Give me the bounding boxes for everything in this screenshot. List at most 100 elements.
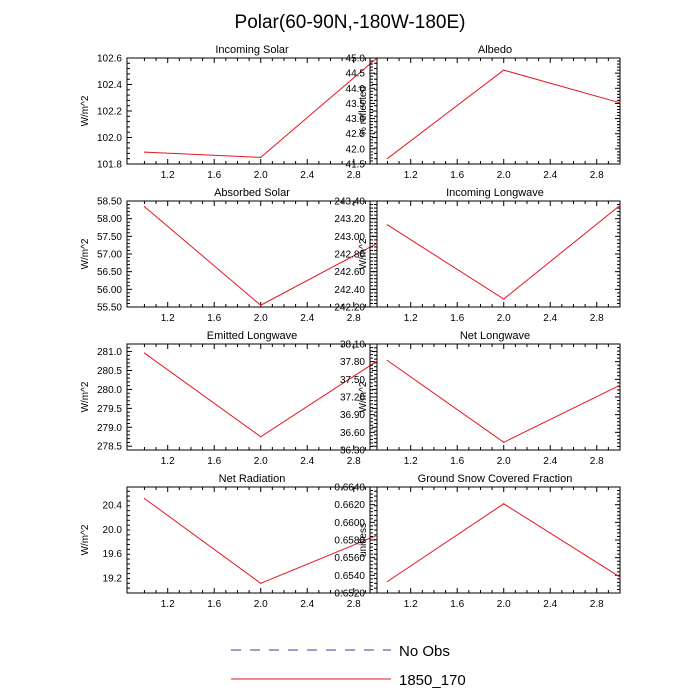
y-tick-label: 280.0 bbox=[97, 385, 122, 396]
panel-absorbed-solar: Absorbed Solar 1.2 1.6 2.0 2.4 2.8 55.50 56.00 5… bbox=[80, 187, 378, 324]
data-point bbox=[143, 206, 146, 208]
x-tick-label: 1.2 bbox=[404, 313, 418, 324]
x-tick-label: 2.4 bbox=[300, 170, 314, 181]
y-tick-label: 36.60 bbox=[340, 428, 365, 439]
y-tick-label: 102.4 bbox=[97, 80, 122, 91]
x-tick-label: 2.8 bbox=[590, 599, 604, 610]
x-tick-label: 2.0 bbox=[254, 456, 268, 467]
x-tick-label: 1.2 bbox=[161, 170, 175, 181]
panel-title-ground-snow-covered-fraction: Ground Snow Covered Fraction bbox=[418, 473, 573, 485]
x-tick-label: 1.2 bbox=[404, 456, 418, 467]
data-point bbox=[376, 534, 378, 537]
y-tick-label: 242.20 bbox=[334, 303, 365, 314]
y-tick-label: 0.6620 bbox=[334, 500, 365, 511]
x-tick-label: 2.8 bbox=[347, 313, 361, 324]
y-tick-label: 45.0 bbox=[346, 54, 366, 65]
plot-frame-incoming-longwave bbox=[369, 200, 621, 308]
y-tick-label: 37.50 bbox=[340, 375, 365, 386]
series-line-1850-170 bbox=[144, 57, 378, 158]
panel-title-absorbed-solar: Absorbed Solar bbox=[214, 187, 290, 199]
x-tick-label: 2.8 bbox=[347, 170, 361, 181]
plot-frame-albedo bbox=[369, 57, 621, 165]
panel-title-net-longwave: Net Longwave bbox=[460, 330, 530, 342]
panel-title-incoming-solar: Incoming Solar bbox=[215, 44, 289, 56]
y-tick-label: 44.5 bbox=[346, 69, 366, 80]
data-point bbox=[619, 576, 621, 578]
data-point bbox=[143, 151, 146, 153]
x-tick-label: 1.6 bbox=[207, 599, 221, 610]
data-point bbox=[503, 69, 505, 71]
x-tick-label: 1.6 bbox=[450, 456, 464, 467]
data-point bbox=[260, 582, 262, 584]
x-tick-label: 2.4 bbox=[543, 313, 557, 324]
x-tick-label: 2.4 bbox=[300, 313, 314, 324]
data-point bbox=[386, 580, 389, 583]
y-tick-label: 56.00 bbox=[97, 285, 122, 296]
x-tick-label: 2.4 bbox=[300, 456, 314, 467]
x-tick-label: 2.4 bbox=[543, 599, 557, 610]
data-point bbox=[386, 359, 389, 362]
y-tick-label: 58.00 bbox=[97, 214, 122, 225]
y-tick-label: 55.50 bbox=[97, 303, 122, 314]
panel-title-albedo: Albedo bbox=[478, 44, 512, 56]
panel-title-emitted-longwave: Emitted Longwave bbox=[207, 330, 298, 342]
x-tick-label: 2.0 bbox=[497, 170, 511, 181]
y-tick-label: 0.6520 bbox=[334, 589, 365, 600]
y-tick-label: 56.50 bbox=[97, 267, 122, 278]
x-tick-label: 2.8 bbox=[590, 456, 604, 467]
x-tick-label: 1.6 bbox=[207, 170, 221, 181]
x-tick-label: 1.2 bbox=[404, 170, 418, 181]
y-tick-label: 57.50 bbox=[97, 232, 122, 243]
x-tick-label: 1.2 bbox=[404, 599, 418, 610]
x-tick-label: 1.6 bbox=[450, 170, 464, 181]
y-tick-label: 0.6540 bbox=[334, 571, 365, 582]
data-point bbox=[376, 242, 378, 244]
y-tick-label: 37.20 bbox=[340, 393, 365, 404]
y-axis-label-emitted-longwave: W/m^2 bbox=[80, 381, 91, 412]
y-tick-label: 278.5 bbox=[97, 442, 122, 453]
x-tick-label: 1.6 bbox=[207, 456, 221, 467]
y-axis-label-net-longwave: W/m^2 bbox=[358, 381, 369, 412]
y-tick-label: 0.6600 bbox=[334, 518, 365, 529]
plot-frame-net-longwave bbox=[369, 343, 621, 451]
series-line-1850-170 bbox=[387, 503, 621, 582]
y-tick-label: 43.5 bbox=[346, 99, 366, 110]
x-tick-label: 1.6 bbox=[207, 313, 221, 324]
y-axis-label-incoming-solar: W/m^2 bbox=[80, 95, 91, 126]
panel-net-radiation: Net Radiation 1.2 1.6 2.0 2.4 2.8 19.2 19.6 20.0… bbox=[80, 473, 378, 610]
y-tick-label: 102.2 bbox=[97, 107, 122, 118]
y-tick-label: 41.5 bbox=[346, 160, 366, 171]
y-tick-label: 0.6640 bbox=[334, 483, 365, 494]
panel-title-incoming-longwave: Incoming Longwave bbox=[446, 187, 544, 199]
x-tick-label: 2.8 bbox=[590, 313, 604, 324]
y-tick-label: 20.4 bbox=[103, 501, 123, 512]
plot-frame-ground-snow-covered-fraction bbox=[369, 486, 621, 594]
y-tick-label: 42.0 bbox=[346, 144, 366, 155]
y-tick-label: 243.40 bbox=[334, 197, 365, 208]
panel-ground-snow-covered-fraction: Ground Snow Covered Fraction 1.2 1.6 2.0 2.4… bbox=[334, 473, 621, 610]
plot-frame-incoming-solar bbox=[126, 57, 378, 165]
data-point bbox=[260, 304, 262, 306]
x-tick-label: 1.2 bbox=[161, 456, 175, 467]
y-tick-label: 279.0 bbox=[97, 423, 122, 434]
y-tick-label: 279.5 bbox=[97, 404, 122, 415]
data-point bbox=[503, 503, 505, 505]
y-tick-label: 0.6560 bbox=[334, 553, 365, 564]
x-tick-label: 2.0 bbox=[254, 599, 268, 610]
panels: Incoming Solar 1.2 1.6 2.0 2.4 2.8 101.8 102.0 1… bbox=[80, 44, 621, 610]
data-point bbox=[260, 436, 262, 438]
legend-label-no-obs: No Obs bbox=[399, 643, 450, 660]
x-tick-label: 2.0 bbox=[254, 170, 268, 181]
y-tick-label: 242.40 bbox=[334, 285, 365, 296]
y-tick-label: 102.0 bbox=[97, 133, 122, 144]
x-tick-label: 1.6 bbox=[450, 313, 464, 324]
panel-incoming-solar: Incoming Solar 1.2 1.6 2.0 2.4 2.8 101.8 102.0 1… bbox=[80, 44, 378, 181]
y-tick-label: 281.0 bbox=[97, 347, 122, 358]
data-point bbox=[619, 384, 621, 386]
y-axis-label-absorbed-solar: W/m^2 bbox=[80, 238, 91, 269]
y-tick-label: 101.8 bbox=[97, 160, 122, 171]
